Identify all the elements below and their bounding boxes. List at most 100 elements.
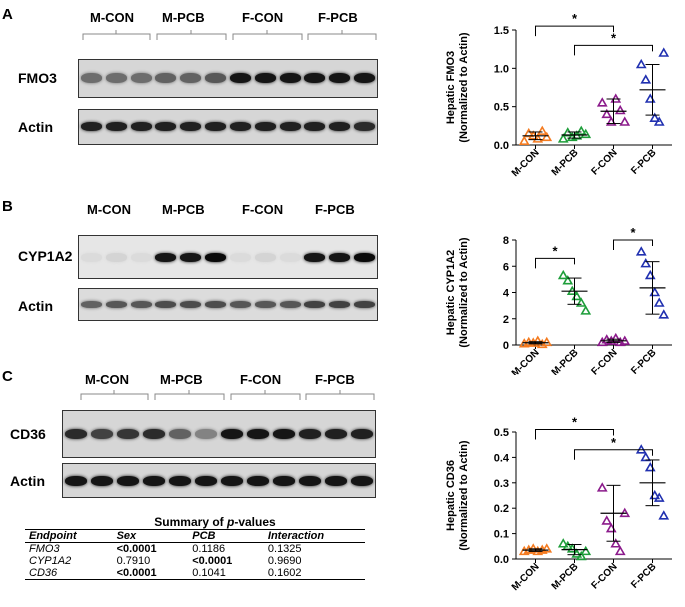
western-blot-fmo3 — [78, 59, 378, 98]
table-row: CYP1A2 0.7910 <0.0001 0.9690 — [25, 555, 365, 567]
x-tick-label: M-CON — [510, 347, 542, 375]
western-blot-cd36 — [62, 410, 376, 458]
table-header-row: Endpoint Sex PCB Interaction — [25, 529, 365, 543]
data-point — [610, 538, 622, 548]
significance-bracket — [574, 44, 653, 56]
y-axis-label-line: Hepatic CYP1A2 — [445, 250, 457, 336]
significance-bracket — [535, 257, 575, 269]
table-cell: 0.9690 — [267, 555, 302, 567]
blot-band — [351, 476, 373, 486]
data-point — [653, 116, 665, 126]
blot-band — [325, 429, 347, 439]
blot-band — [229, 301, 251, 308]
table-title: Summary of p-values — [154, 515, 276, 529]
lane-label: F-CON — [240, 372, 282, 387]
blot-band — [65, 476, 87, 486]
lane-label: M-PCB — [162, 202, 205, 217]
control-protein-label: Actin — [18, 298, 53, 314]
table-cell: 0.1186 — [192, 543, 226, 555]
blot-band — [304, 253, 326, 262]
significance-star: * — [572, 11, 578, 26]
table-cell: <0.0001 — [116, 543, 157, 555]
data-point — [658, 309, 670, 319]
panel-letter-a: A — [2, 6, 13, 23]
blot-band — [304, 301, 326, 308]
data-point — [557, 538, 569, 548]
blot-band — [169, 476, 191, 486]
blot-band — [105, 122, 127, 131]
significance-bracket — [574, 449, 653, 460]
y-tick-label: 2 — [503, 314, 509, 326]
blot-band — [247, 429, 269, 439]
y-axis-label: Hepatic CD36(Normalized to Actin) — [445, 440, 470, 551]
blot-band — [247, 476, 269, 486]
blot-band — [130, 73, 152, 83]
blot-band — [91, 476, 113, 486]
blot-band — [354, 253, 375, 262]
data-point — [640, 74, 652, 84]
blot-band — [195, 429, 217, 439]
blot-band — [105, 253, 127, 262]
y-tick-label: 6 — [503, 261, 509, 273]
blot-band — [180, 73, 202, 83]
pvalue-summary: Summary of p-values Endpoint Sex PCB Int… — [25, 515, 365, 580]
data-point — [644, 461, 656, 472]
data-point — [635, 246, 647, 256]
data-point — [644, 93, 656, 103]
lane-label: F-PCB — [318, 10, 358, 25]
table-header: Sex — [112, 529, 189, 543]
blot-band — [91, 429, 113, 439]
blot-band — [155, 122, 177, 131]
blot-band — [279, 122, 301, 131]
blot-band — [254, 301, 276, 308]
blot-band — [155, 73, 177, 83]
table-cell: <0.0001 — [192, 555, 233, 567]
lane-brackets — [80, 390, 375, 400]
x-tick-label: M-PCB — [550, 347, 581, 375]
data-point — [575, 125, 587, 135]
data-point — [640, 451, 652, 462]
table-cell: <0.0001 — [112, 567, 189, 580]
data-point — [619, 116, 631, 126]
western-blot-cyp1a2 — [78, 235, 378, 279]
blot-band — [299, 476, 321, 486]
x-tick-label: F-PCB — [629, 147, 658, 176]
y-tick-label: 0.2 — [494, 503, 509, 515]
target-protein-label: FMO3 — [18, 70, 57, 86]
blot-band — [354, 301, 375, 308]
data-point — [541, 543, 553, 553]
lane-label: M-CON — [87, 202, 132, 217]
blot-band — [117, 429, 139, 439]
y-axis-label: Hepatic FMO3(Normalized to Actin) — [445, 32, 470, 143]
data-point — [601, 108, 613, 119]
significance-star: * — [572, 414, 578, 429]
blot-band — [325, 476, 347, 486]
blot-band — [180, 301, 202, 308]
y-tick-label: 0.3 — [494, 478, 509, 490]
lane-brackets — [82, 30, 377, 40]
data-point — [601, 515, 613, 525]
chart-cyp1a2: Hepatic CYP1A2(Normalized to Actin) 0 2 4 6 8… — [445, 225, 672, 375]
western-blot-actin — [62, 463, 376, 498]
blot-band — [221, 476, 243, 486]
data-point — [649, 286, 661, 297]
blot-band — [205, 301, 226, 308]
blot-band — [279, 73, 301, 83]
target-protein-label: CD36 — [10, 426, 46, 442]
blot-band — [299, 429, 321, 439]
blot-band — [304, 122, 326, 131]
x-tick-label: F-CON — [589, 347, 619, 375]
data-point — [610, 332, 622, 343]
western-blot-actin — [78, 288, 378, 321]
blot-band — [351, 429, 373, 439]
y-axis-label: Hepatic CYP1A2(Normalized to Actin) — [445, 237, 470, 348]
blot-band — [329, 301, 351, 308]
data-point — [653, 492, 665, 502]
blot-band — [169, 429, 191, 439]
blot-band — [105, 73, 127, 83]
panel-letter-c: C — [2, 368, 13, 385]
blot-band — [279, 301, 301, 308]
significance-star: * — [630, 225, 636, 240]
blot-band — [273, 429, 295, 439]
table-cell: FMO3 — [29, 543, 60, 555]
